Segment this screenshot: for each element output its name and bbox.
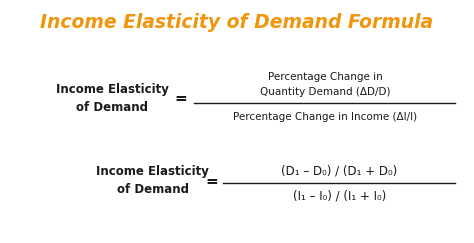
Text: of Demand: of Demand <box>76 101 148 113</box>
Text: Percentage Change in: Percentage Change in <box>267 72 383 82</box>
Text: Percentage Change in Income (ΔI/I): Percentage Change in Income (ΔI/I) <box>233 112 417 122</box>
Text: =: = <box>205 174 218 189</box>
Text: (D₁ – D₀) / (D₁ + D₀): (D₁ – D₀) / (D₁ + D₀) <box>281 165 397 177</box>
Text: Quantity Demand (ΔD/D): Quantity Demand (ΔD/D) <box>260 87 390 97</box>
Text: Income Elasticity of Demand Formula: Income Elasticity of Demand Formula <box>40 12 434 32</box>
Text: Income Elasticity: Income Elasticity <box>56 83 169 95</box>
Text: of Demand: of Demand <box>117 182 189 196</box>
Text: =: = <box>175 90 188 105</box>
Text: Income Elasticity: Income Elasticity <box>96 165 210 177</box>
Text: (I₁ – I₀) / (I₁ + I₀): (I₁ – I₀) / (I₁ + I₀) <box>292 190 386 202</box>
